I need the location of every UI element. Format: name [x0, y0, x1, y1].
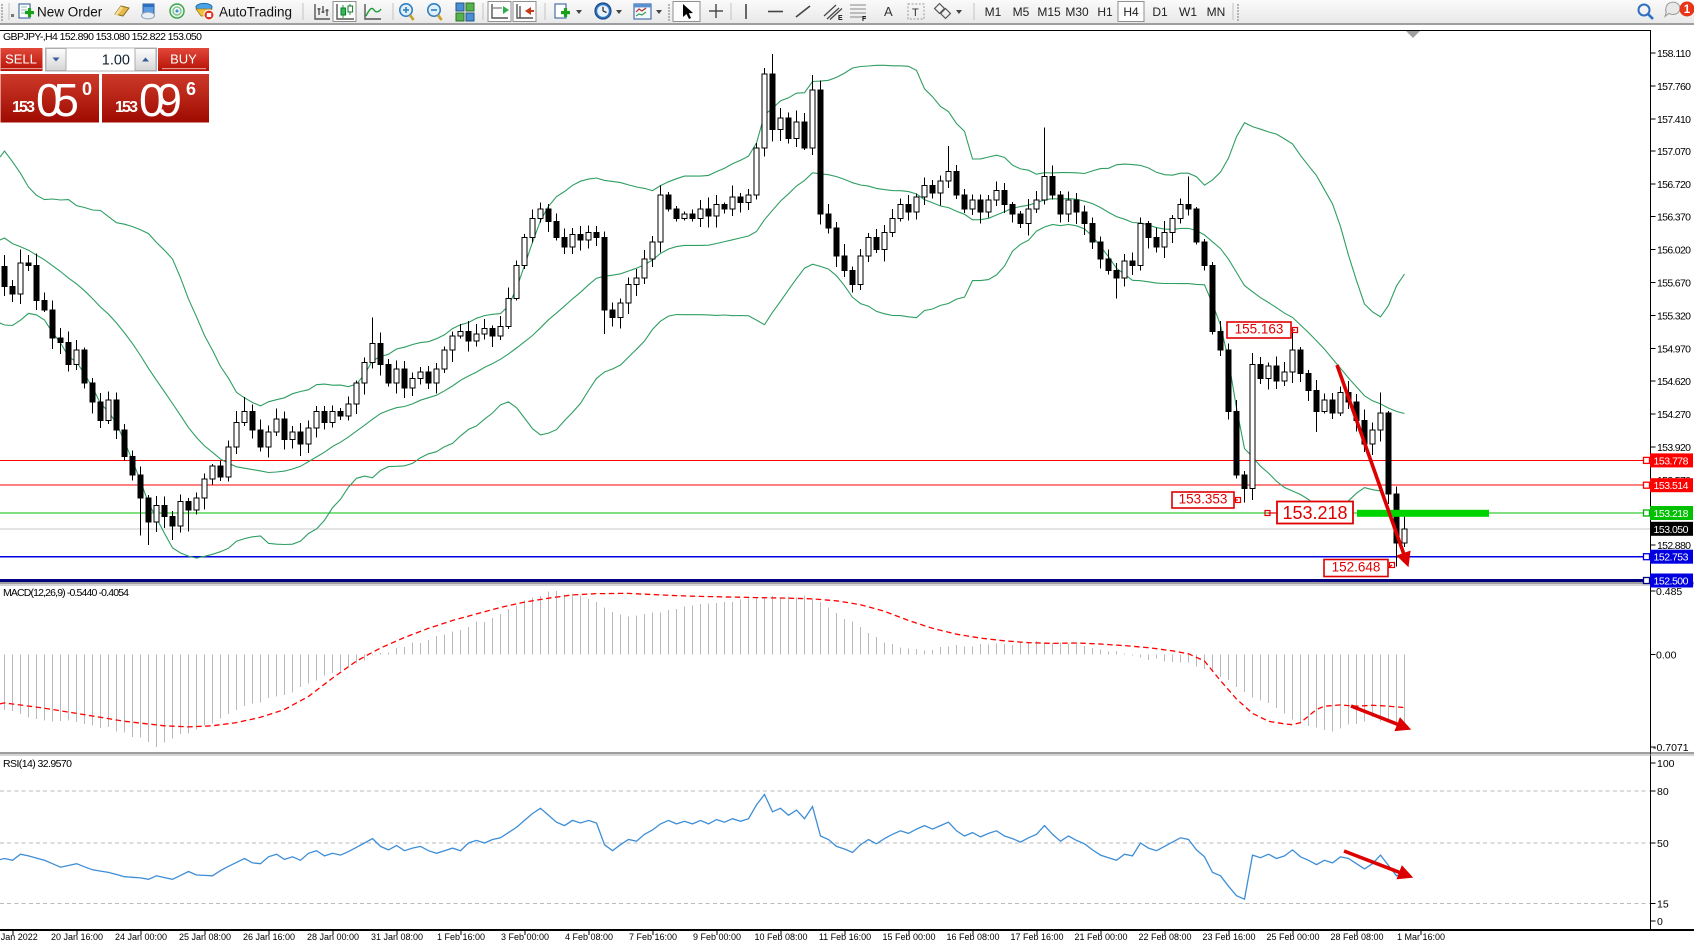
svg-text:156.020: 156.020: [1657, 245, 1691, 257]
svg-text:156.720: 156.720: [1657, 179, 1691, 191]
svg-text:154.970: 154.970: [1657, 343, 1691, 355]
svg-text:31 Jan 08:00: 31 Jan 08:00: [371, 932, 423, 941]
svg-text:17 Feb 16:00: 17 Feb 16:00: [1010, 932, 1063, 941]
svg-text:11 Feb 16:00: 11 Feb 16:00: [819, 932, 871, 941]
svg-text:E: E: [838, 15, 843, 22]
svg-text:155.163: 155.163: [1235, 322, 1284, 337]
svg-text:152.880: 152.880: [1657, 540, 1691, 552]
svg-text:MACD(12,26,9) -0.5440 -0.4054: MACD(12,26,9) -0.5440 -0.4054: [3, 587, 129, 599]
svg-text:158.110: 158.110: [1657, 48, 1691, 60]
svg-text:20 Jan 16:00: 20 Jan 16:00: [51, 932, 103, 941]
svg-text:153.514: 153.514: [1654, 480, 1689, 492]
svg-text:BUY: BUY: [170, 52, 197, 67]
svg-text:M30: M30: [1065, 5, 1089, 19]
svg-text:154.270: 154.270: [1657, 409, 1691, 421]
svg-text:6: 6: [186, 79, 196, 99]
svg-text:28 Feb 08:00: 28 Feb 08:00: [1330, 932, 1383, 941]
svg-text:157.410: 157.410: [1657, 114, 1691, 126]
svg-text:16 Feb 08:00: 16 Feb 08:00: [946, 932, 999, 941]
svg-text:M1: M1: [985, 5, 1002, 19]
svg-text:T: T: [912, 7, 919, 19]
svg-text:05: 05: [36, 74, 79, 126]
svg-text:152.648: 152.648: [1332, 560, 1381, 575]
svg-text:-0.7071: -0.7071: [1653, 742, 1689, 754]
svg-text:7 Feb 16:00: 7 Feb 16:00: [629, 932, 677, 941]
svg-text:0.00: 0.00: [1656, 650, 1677, 662]
svg-text:28 Jan 00:00: 28 Jan 00:00: [307, 932, 359, 941]
svg-text:157.760: 157.760: [1657, 81, 1691, 93]
svg-text:1 Mar 16:00: 1 Mar 16:00: [1397, 932, 1445, 941]
svg-text:153.218: 153.218: [1654, 508, 1689, 520]
svg-text:24 Jan 00:00: 24 Jan 00:00: [115, 932, 167, 941]
svg-text:153: 153: [12, 99, 35, 116]
svg-text:22 Feb 08:00: 22 Feb 08:00: [1138, 932, 1191, 941]
svg-text:155.670: 155.670: [1657, 278, 1691, 290]
svg-text:154.620: 154.620: [1657, 376, 1691, 388]
svg-text:GBPJPY-,H4 152.890 153.080 15: GBPJPY-,H4 152.890 153.080 152.822 153.0…: [3, 31, 202, 43]
svg-text:152.500: 152.500: [1654, 576, 1689, 588]
svg-text:25 Feb 00:00: 25 Feb 00:00: [1266, 932, 1319, 941]
svg-text:15 Feb 00:00: 15 Feb 00:00: [882, 932, 935, 941]
svg-text:SELL: SELL: [5, 52, 37, 67]
svg-text:26 Jan 16:00: 26 Jan 16:00: [243, 932, 295, 941]
svg-text:23 Feb 16:00: 23 Feb 16:00: [1202, 932, 1255, 941]
svg-text:1 Feb 16:00: 1 Feb 16:00: [437, 932, 485, 941]
svg-text:9 Feb 00:00: 9 Feb 00:00: [693, 932, 741, 941]
svg-text:A: A: [884, 4, 893, 19]
svg-text:1: 1: [1684, 4, 1691, 16]
svg-text:F: F: [862, 16, 867, 23]
svg-text:153.778: 153.778: [1654, 455, 1689, 467]
svg-text:152.753: 152.753: [1654, 552, 1689, 564]
svg-text:3 Feb 00:00: 3 Feb 00:00: [501, 932, 549, 941]
svg-text:M5: M5: [1013, 5, 1030, 19]
svg-text:155.320: 155.320: [1657, 310, 1691, 322]
svg-text:09: 09: [139, 74, 182, 126]
svg-text:100: 100: [1657, 758, 1675, 770]
svg-text:15: 15: [1657, 899, 1669, 911]
svg-text:D1: D1: [1152, 5, 1168, 19]
svg-text:RSI(14) 32.9570: RSI(14) 32.9570: [3, 758, 72, 770]
svg-text:4 Feb 08:00: 4 Feb 08:00: [565, 932, 613, 941]
svg-text:153.218: 153.218: [1282, 503, 1347, 523]
svg-text:0: 0: [82, 79, 92, 99]
svg-text:M15: M15: [1037, 5, 1061, 19]
svg-text:153.050: 153.050: [1654, 524, 1689, 536]
svg-text:MN: MN: [1207, 5, 1226, 19]
svg-text:H4: H4: [1123, 5, 1139, 19]
svg-text:0.485: 0.485: [1656, 586, 1682, 598]
svg-text:19 Jan 2022: 19 Jan 2022: [0, 932, 38, 941]
svg-text:153: 153: [115, 99, 138, 116]
svg-text:New Order: New Order: [37, 5, 103, 20]
svg-text:AutoTrading: AutoTrading: [219, 5, 292, 20]
svg-text:0: 0: [1657, 916, 1663, 928]
svg-text:157.070: 157.070: [1657, 146, 1691, 158]
svg-text:21 Feb 00:00: 21 Feb 00:00: [1074, 932, 1127, 941]
svg-text:156.370: 156.370: [1657, 212, 1691, 224]
svg-text:153.353: 153.353: [1179, 492, 1228, 507]
svg-text:50: 50: [1657, 838, 1669, 850]
svg-text:80: 80: [1657, 786, 1669, 798]
svg-text:153.920: 153.920: [1657, 442, 1691, 454]
svg-text:1.00: 1.00: [102, 53, 130, 69]
svg-text:25 Jan 08:00: 25 Jan 08:00: [179, 932, 231, 941]
svg-text:H1: H1: [1097, 5, 1113, 19]
svg-text:W1: W1: [1179, 5, 1197, 19]
svg-text:10 Feb 08:00: 10 Feb 08:00: [754, 932, 807, 941]
